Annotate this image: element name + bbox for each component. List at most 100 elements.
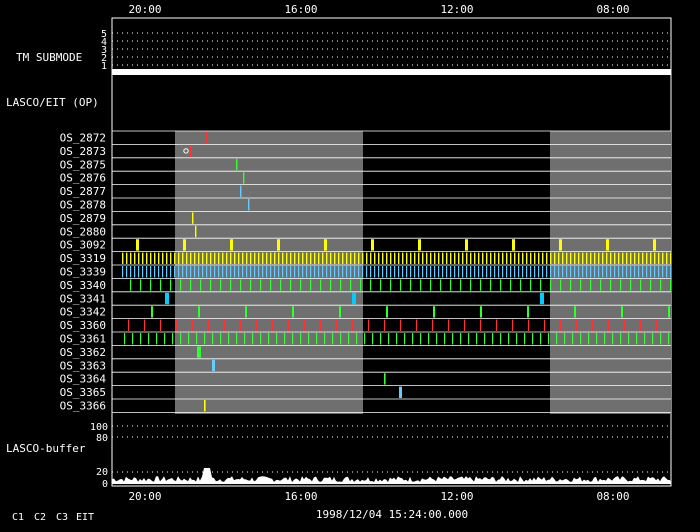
os-3340-mark [220,279,222,291]
os-3342-mark [480,306,482,318]
os-3342-mark [198,306,200,318]
row-label: OS_3092 [60,239,106,252]
os-3319-mark [206,252,208,264]
os-3319-mark [494,252,496,264]
os-3339-mark [122,266,124,278]
os-3319-mark [658,252,660,264]
os-3319-mark [530,252,532,264]
os-3361-mark [148,333,150,345]
os-3339-mark [150,266,152,278]
os-3339-mark [466,266,468,278]
os-3319-mark [462,252,464,264]
os-3319-mark [498,252,500,264]
os-3319-mark [290,252,292,264]
os-3360-mark [512,319,514,331]
os-3339-mark [502,266,504,278]
os-3360-mark [528,319,530,331]
os-3319-mark [626,252,628,264]
os-3339-mark [178,266,180,278]
os-3361-mark [660,333,662,345]
os-3339-mark [394,266,396,278]
os-3319-mark [314,252,316,264]
os-3319-mark [258,252,260,264]
os-3092-mark [277,239,280,251]
os-3361-mark [348,333,350,345]
os-3339-mark [458,266,460,278]
os-3339-mark [630,266,632,278]
buffer-label: LASCO-buffer [6,442,86,455]
os-3340-mark [500,279,502,291]
os-3339-mark [250,266,252,278]
os-3319-mark [610,252,612,264]
os-3361-mark [172,333,174,345]
os-3339-mark [214,266,216,278]
os-3339-mark [638,266,640,278]
os-3319-mark [134,252,136,264]
os-3342-mark [292,306,294,318]
row-label: OS_2875 [60,158,106,171]
os-3339-mark [522,266,524,278]
os-3340-mark [330,279,332,291]
os-3319-mark [126,252,128,264]
os-3340-mark [340,279,342,291]
os-3339-mark [658,266,660,278]
os-3342-mark [527,306,529,318]
os-3339-mark [222,266,224,278]
os-3361-mark [308,333,310,345]
os-3339-mark [586,266,588,278]
row-label: OS_3365 [60,386,106,399]
os-3340-mark [510,279,512,291]
os-3342-mark [339,306,341,318]
os-3319-mark [486,252,488,264]
os-3361-mark [468,333,470,345]
os-3340-mark [600,279,602,291]
os-3360-mark [656,319,658,331]
os-3339-mark [382,266,384,278]
os-3361-mark [244,333,246,345]
row-label: OS_3342 [60,306,106,319]
os-3340-mark [190,279,192,291]
os-3339-mark [294,266,296,278]
os-3339-mark [574,266,576,278]
os-3319-mark [466,252,468,264]
os-3360-mark [304,319,306,331]
os-3319-mark [642,252,644,264]
os-3361-mark [548,333,550,345]
os-3319-mark [322,252,324,264]
os-3361-mark [444,333,446,345]
os-3319-mark [278,252,280,264]
shaded-periods [175,131,671,414]
os-3360-mark [432,319,434,331]
buffer-level-0: 0 [102,479,108,490]
os-3361-mark [628,333,630,345]
os-3360-mark [496,319,498,331]
os-3361-mark [604,333,606,345]
os-3361-mark [404,333,406,345]
os-3340-mark [270,279,272,291]
os-3319-mark [470,252,472,264]
os-3319-mark [362,252,364,264]
os-3339-mark [438,266,440,278]
row-label: OS_2872 [60,132,106,145]
os-3361-mark [364,333,366,345]
os-3339-mark [422,266,424,278]
os-3339-mark [274,266,276,278]
os-3319-mark [542,252,544,264]
os-3361-mark [340,333,342,345]
os-3340-mark [620,279,622,291]
top-tick-label-3: 12:00 [440,3,473,16]
os-3092-mark [230,239,233,251]
os-3361-mark [300,333,302,345]
os-3319-mark [222,252,224,264]
row-label: OS_3341 [60,292,106,305]
os-3319-mark [370,252,372,264]
row-label: OS_2879 [60,212,106,225]
tm-level-5: 5 [101,29,107,40]
os-3319-mark [578,252,580,264]
os-3339-mark [146,266,148,278]
os-3340-mark [670,279,672,291]
os-3360-mark [352,319,354,331]
os-3319-mark [606,252,608,264]
os-3319-mark [270,252,272,264]
top-tick-label-2: 16:00 [284,3,317,16]
